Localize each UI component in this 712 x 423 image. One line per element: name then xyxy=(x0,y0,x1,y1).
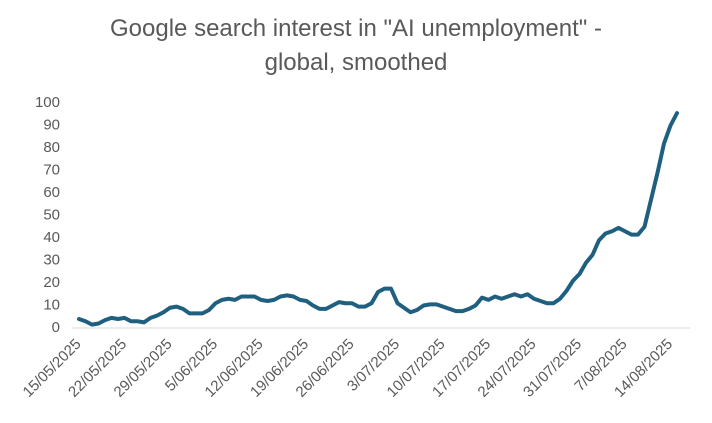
line-series xyxy=(77,111,679,327)
y-tick-label: 30 xyxy=(43,251,60,268)
y-tick-label: 0 xyxy=(52,319,60,336)
y-tick-label: 50 xyxy=(43,206,60,223)
y-tick-label: 60 xyxy=(43,184,60,201)
y-tick-label: 80 xyxy=(43,139,60,156)
y-tick-label: 70 xyxy=(43,161,60,178)
y-tick-label: 40 xyxy=(43,229,60,246)
y-tick-label: 20 xyxy=(43,274,60,291)
y-tick-label: 10 xyxy=(43,296,60,313)
chart-title: Google search interest in "AI unemployme… xyxy=(110,15,602,76)
y-tick-label: 100 xyxy=(35,94,60,111)
y-tick-label: 90 xyxy=(43,116,60,133)
